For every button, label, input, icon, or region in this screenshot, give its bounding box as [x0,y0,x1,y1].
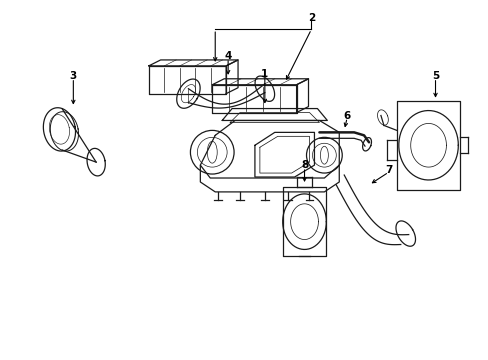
Text: 3: 3 [70,71,77,81]
Text: 5: 5 [431,71,438,81]
Text: 8: 8 [300,160,307,170]
Text: 1: 1 [261,69,268,79]
Text: 2: 2 [307,13,314,23]
Text: 7: 7 [385,165,392,175]
Text: 4: 4 [224,51,231,61]
Text: 6: 6 [343,111,350,121]
